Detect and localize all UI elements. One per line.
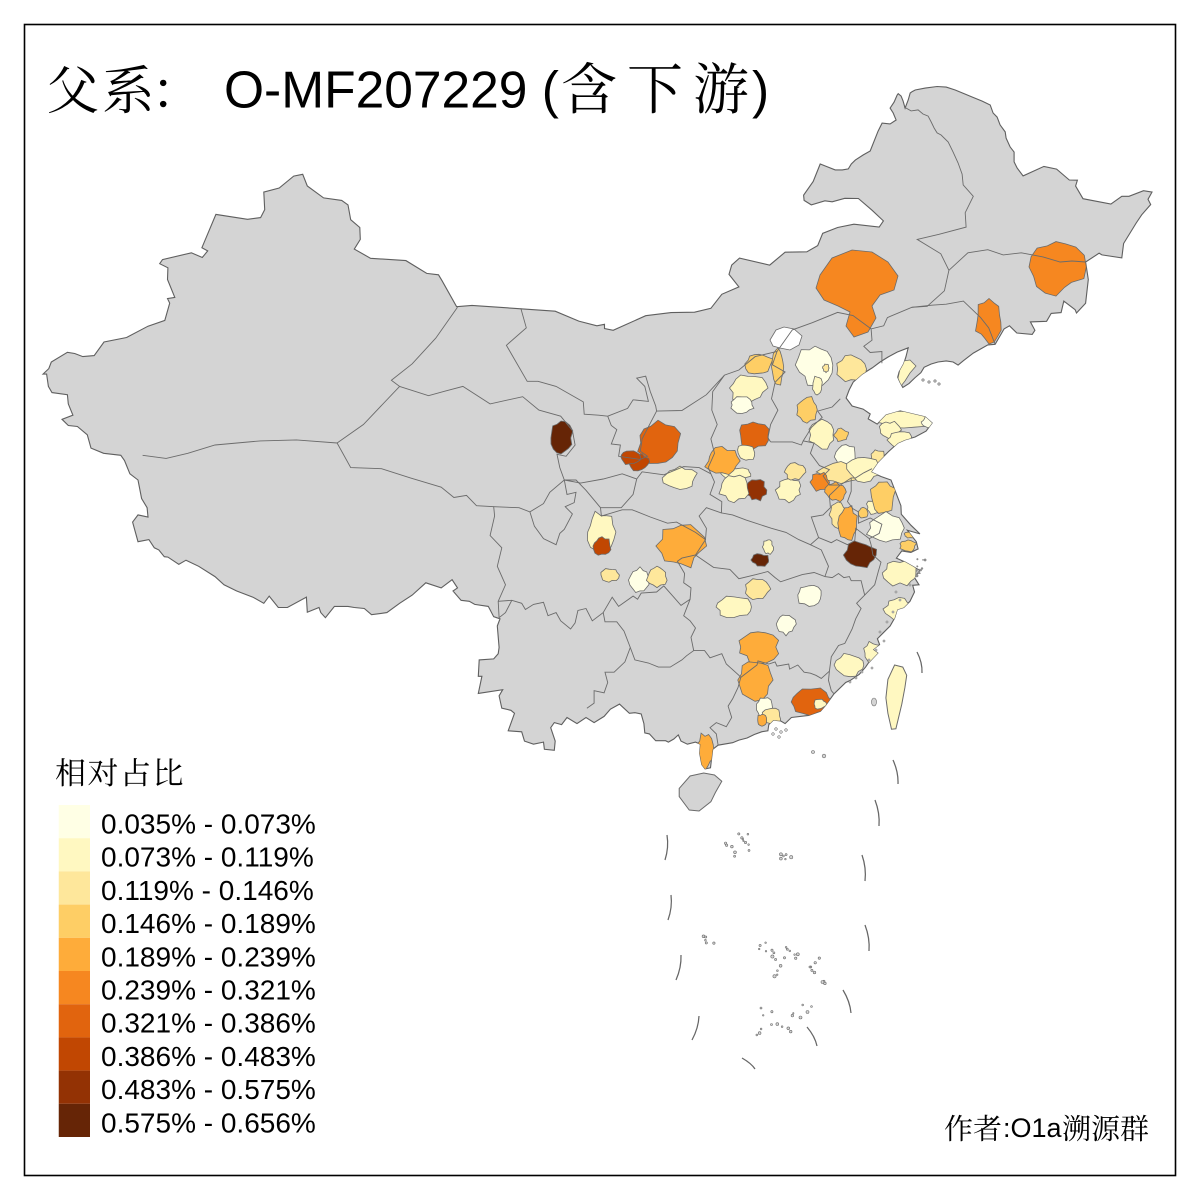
svg-text:0.146% - 0.189%: 0.146% - 0.189% xyxy=(101,908,316,939)
svg-text:O-MF207229 (: O-MF207229 ( xyxy=(224,61,559,119)
svg-text:0.575% - 0.656%: 0.575% - 0.656% xyxy=(101,1107,316,1138)
svg-text:0.073% - 0.119%: 0.073% - 0.119% xyxy=(101,842,314,873)
svg-text:0.239% - 0.321%: 0.239% - 0.321% xyxy=(101,975,316,1006)
svg-text::O1a: :O1a xyxy=(1003,1113,1063,1143)
svg-text:): ) xyxy=(752,61,769,119)
svg-text:0.035% - 0.073%: 0.035% - 0.073% xyxy=(101,809,316,840)
svg-text:0.321% - 0.386%: 0.321% - 0.386% xyxy=(101,1008,316,1039)
svg-text:0.386% - 0.483%: 0.386% - 0.483% xyxy=(101,1041,316,1072)
svg-text:0.119% - 0.146%: 0.119% - 0.146% xyxy=(101,875,314,906)
svg-text:0.189% - 0.239%: 0.189% - 0.239% xyxy=(101,941,316,972)
svg-text:0.483% - 0.575%: 0.483% - 0.575% xyxy=(101,1074,316,1105)
